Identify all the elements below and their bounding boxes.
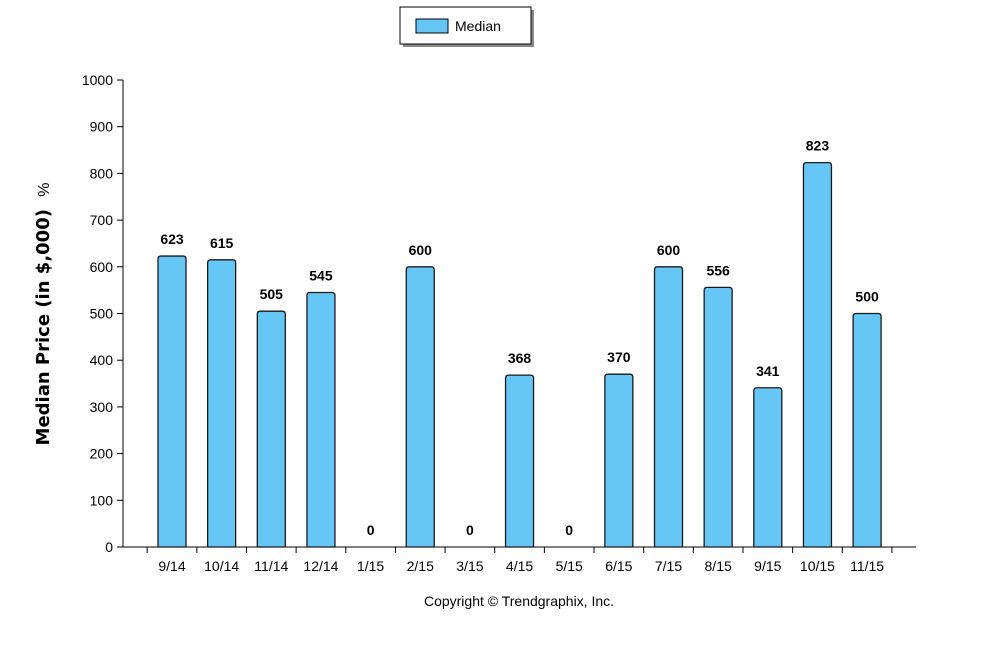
bar — [157, 255, 187, 548]
y-tick-label: 900 — [90, 119, 114, 135]
y-tick-label: 500 — [90, 306, 114, 322]
data-label: 0 — [466, 522, 474, 538]
bar — [207, 259, 237, 548]
legend: Median — [399, 6, 534, 47]
data-label: 500 — [855, 289, 879, 305]
data-label: 341 — [756, 363, 780, 379]
x-tick-label: 10/15 — [800, 558, 835, 574]
x-tick-label: 1/15 — [357, 558, 384, 574]
x-tick-label: 10/14 — [204, 558, 239, 574]
data-label: 623 — [160, 231, 184, 247]
data-label: 556 — [706, 262, 730, 278]
y-axis-title: Median Price (in $,000) % — [33, 183, 54, 446]
data-labels: 623 615 505 545 0 600 0 368 0 370 600 556 341 823 500 — [160, 138, 879, 538]
y-axis-label-suffix: % — [36, 183, 53, 197]
y-tick-label: 1000 — [82, 72, 113, 88]
data-label: 0 — [565, 522, 573, 538]
x-tick-label: 4/15 — [506, 558, 533, 574]
bar — [504, 374, 535, 548]
data-label: 823 — [806, 138, 830, 154]
data-label: 370 — [607, 349, 631, 365]
x-tick-label: 7/15 — [655, 558, 682, 574]
bar — [256, 310, 286, 548]
y-tick-label: 100 — [90, 492, 114, 508]
svg-text:Median Price (in $,000): Median Price (in $,000) % — [33, 183, 54, 446]
legend-swatch — [415, 18, 449, 34]
data-label: 615 — [210, 235, 234, 251]
x-tick-label: 5/15 — [556, 558, 583, 574]
bar — [852, 312, 882, 548]
bar — [306, 291, 336, 548]
bars — [157, 162, 882, 548]
x-tick-label: 6/15 — [605, 558, 632, 574]
x-tick-label: 12/14 — [303, 558, 338, 574]
x-tick-label: 8/15 — [705, 558, 732, 574]
x-tick-label: 11/14 — [254, 558, 288, 574]
axes: 0 100 200 300 400 500 600 700 800 900 1000 9/14 10/1… — [82, 72, 916, 574]
data-label: 600 — [409, 242, 433, 258]
bar — [653, 266, 684, 548]
data-label: 505 — [260, 286, 284, 302]
y-tick-label: 0 — [105, 539, 113, 555]
bar — [802, 162, 833, 548]
y-axis-label: Median Price (in $,000) — [33, 209, 54, 445]
x-tick-label: 9/14 — [158, 558, 185, 574]
bar — [703, 286, 733, 548]
y-tick-label: 600 — [90, 259, 114, 275]
x-tick-label: 11/15 — [850, 558, 884, 574]
x-tick-label: 2/15 — [407, 558, 434, 574]
x-tick-label: 3/15 — [456, 558, 483, 574]
data-label: 545 — [309, 267, 333, 283]
y-tick-label: 800 — [90, 165, 114, 181]
y-tick-label: 300 — [90, 399, 114, 415]
bar — [405, 266, 435, 548]
legend-label: Median — [455, 18, 501, 34]
data-label: 600 — [657, 242, 681, 258]
copyright: Copyright © Trendgraphix, Inc. — [424, 593, 614, 609]
x-tick-label: 9/15 — [754, 558, 781, 574]
bar — [604, 373, 634, 548]
y-tick-label: 700 — [90, 212, 114, 228]
data-label: 0 — [367, 522, 375, 538]
y-tick-label: 200 — [90, 446, 114, 462]
y-tick-label: 400 — [90, 352, 114, 368]
data-label: 368 — [508, 350, 532, 366]
bar — [753, 387, 783, 548]
